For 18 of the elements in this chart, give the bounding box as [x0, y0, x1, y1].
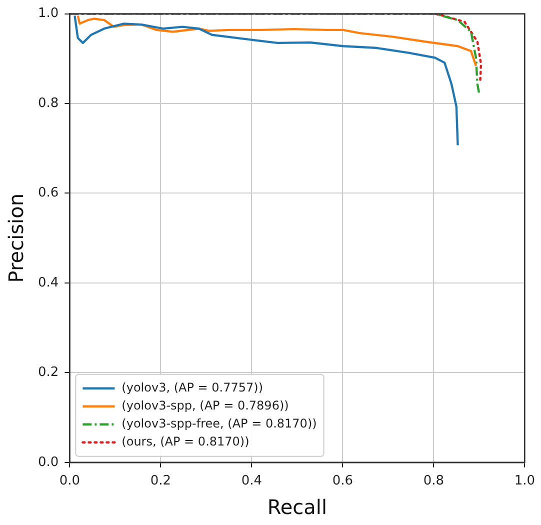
x-tick-label: 0.6: [332, 474, 354, 489]
x-tick-label: 0.2: [150, 474, 172, 489]
x-tick-label: 0.0: [59, 474, 80, 489]
legend-label: (yolov3-spp-free, (AP = 0.8170)): [122, 416, 317, 431]
x-tick-label: 0.4: [241, 474, 262, 489]
y-tick-label: 1.0: [38, 6, 59, 22]
legend-label: (yolov3, (AP = 0.7757)): [122, 380, 263, 395]
y-tick-label: 0.6: [38, 186, 59, 201]
y-tick-label: 0.2: [38, 365, 59, 380]
y-axis-title: Precision: [4, 193, 28, 283]
y-tick-label: 0.0: [38, 454, 59, 470]
x-tick-label: 1.0: [514, 474, 536, 489]
y-tick-label: 0.8: [38, 96, 59, 111]
x-axis-title: Recall: [267, 495, 328, 520]
x-tick-label: 0.8: [423, 474, 444, 489]
legend-label: (yolov3-spp, (AP = 0.7896)): [122, 398, 289, 413]
legend-label: (ours, (AP = 0.8170)): [122, 434, 250, 449]
y-tick-label: 0.4: [38, 275, 59, 290]
